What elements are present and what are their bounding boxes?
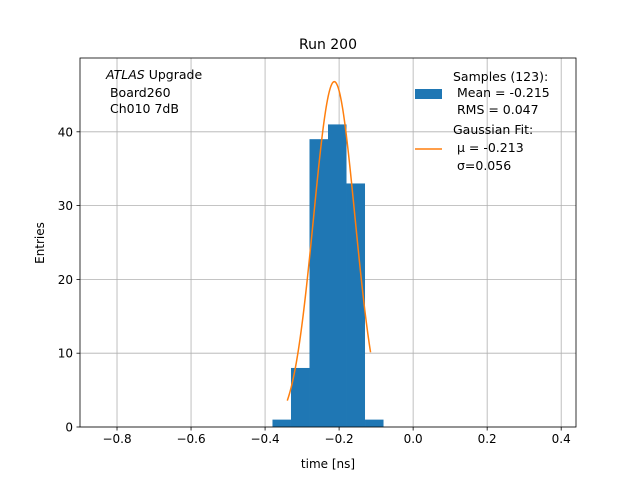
x-tick-label: 0.4 <box>552 432 571 446</box>
legend-fit-line-1: Gaussian Fit: <box>453 122 533 137</box>
y-tick-label: 20 <box>58 273 73 287</box>
histogram-bar <box>290 367 310 427</box>
x-tick-label: −0.6 <box>176 432 205 446</box>
legend-fit-line-3: σ=0.056 <box>453 158 511 173</box>
histogram-bar <box>272 419 291 427</box>
x-tick-label: 0.2 <box>478 432 497 446</box>
annotation-line-2: Board260 <box>106 85 171 100</box>
legend-samples-line-2: Mean = -0.215 <box>453 85 550 100</box>
annotation-atlas-italic: ATLAS <box>105 67 145 82</box>
annotation-upgrade: Upgrade <box>145 67 203 82</box>
legend: Samples (123): Mean = -0.215 RMS = 0.047… <box>415 69 550 173</box>
y-tick-label: 0 <box>65 421 73 435</box>
annotation-line-3: Ch010 7dB <box>106 101 179 116</box>
y-tick-label: 10 <box>58 347 73 361</box>
legend-fit-line-2: μ = -0.213 <box>453 140 524 155</box>
x-tick-label: −0.8 <box>102 432 131 446</box>
legend-samples-patch <box>415 89 442 99</box>
x-tick-label: −0.2 <box>325 432 354 446</box>
x-axis-ticks: −0.8 −0.6 −0.4 −0.2 0.0 0.2 0.4 <box>102 427 571 446</box>
y-tick-label: 30 <box>58 199 73 213</box>
gaussian-fit-layer <box>286 80 372 401</box>
chart-title: Run 200 <box>299 37 357 53</box>
gaussian-fit-curve <box>286 80 372 401</box>
histogram-bar <box>309 139 328 427</box>
legend-samples-line-1: Samples (123): <box>453 69 548 84</box>
y-axis-label: Entries <box>33 222 47 264</box>
y-tick-label: 40 <box>58 125 73 139</box>
x-axis-label: time [ns] <box>301 457 355 471</box>
annotation-line-1: ATLAS Upgrade <box>105 67 202 82</box>
atlas-annotation: ATLAS Upgrade Board260 Ch010 7dB <box>105 67 202 116</box>
plot-frame <box>79 57 577 428</box>
legend-samples-line-3: RMS = 0.047 <box>453 102 539 117</box>
histogram-bar <box>365 419 384 427</box>
x-tick-label: −0.4 <box>251 432 280 446</box>
histogram-bar <box>346 183 366 427</box>
x-tick-label: 0.0 <box>404 432 423 446</box>
histogram-bar <box>328 124 347 428</box>
y-axis-ticks: 0 10 20 30 40 <box>58 125 80 435</box>
